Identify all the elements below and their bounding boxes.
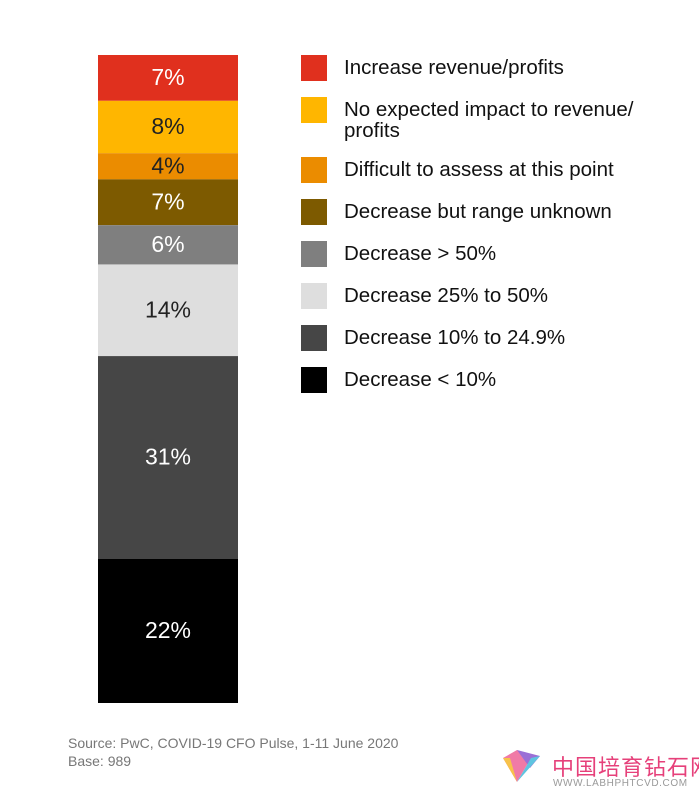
bar-segment <box>98 179 238 226</box>
legend-label: Decrease 25% to 50% <box>344 284 548 307</box>
legend-item: Decrease > 50% <box>301 241 691 267</box>
data-label: 14% <box>145 296 191 322</box>
legend-label: Decrease > 50% <box>344 242 497 265</box>
legend-swatch <box>301 97 327 123</box>
bar-segment <box>98 559 238 703</box>
legend-swatch <box>301 367 327 393</box>
data-label: 8% <box>151 113 184 139</box>
legend-swatch <box>301 157 327 183</box>
legend: Increase revenue/profits No expected impa… <box>301 55 691 393</box>
legend-item: Difficult to assess at this point <box>301 157 691 183</box>
legend-swatch <box>301 241 327 267</box>
legend-label: Decrease but range unknown <box>344 200 612 223</box>
legend-label: Difficult to assess at this point <box>344 158 614 181</box>
legend-swatch <box>301 55 327 81</box>
source-note: Source: PwC, COVID-19 CFO Pulse, 1-11 Ju… <box>68 735 399 751</box>
legend-item: No expected impact to revenue/ profits <box>301 97 691 141</box>
watermark-logo <box>503 750 540 782</box>
base-note: Base: 989 <box>68 753 132 769</box>
bar-segment <box>98 264 238 357</box>
bar-segment <box>98 225 238 265</box>
legend-item: Decrease 10% to 24.9% <box>301 325 691 351</box>
legend-swatch <box>301 325 327 351</box>
legend-item: Decrease < 10% <box>301 367 691 393</box>
legend-label: Increase revenue/profits <box>344 56 564 79</box>
legend-label: Decrease 10% to 24.9% <box>344 326 566 349</box>
data-label: 22% <box>145 617 191 643</box>
data-label: 7% <box>151 188 184 214</box>
legend-item: Decrease 25% to 50% <box>301 283 691 309</box>
legend-item: Increase revenue/profits <box>301 55 691 81</box>
legend-swatch <box>301 199 327 225</box>
watermark-url: WWW.LABHPHTCVD.COM <box>553 778 688 789</box>
bar-segment <box>98 100 238 154</box>
legend-label: Decrease < 10% <box>344 368 497 391</box>
data-label: 6% <box>151 231 184 257</box>
data-label: 31% <box>145 444 191 470</box>
legend-swatch <box>301 283 327 309</box>
bar-segment <box>98 153 238 180</box>
legend-item: Decrease but range unknown <box>301 199 691 225</box>
data-label: 4% <box>151 152 184 178</box>
bar-segment <box>98 55 238 101</box>
watermark-title: 中国培育钻石网 <box>552 755 699 780</box>
legend-label: No expected impact to revenue/ profits <box>344 98 634 142</box>
bar-segment <box>98 356 238 559</box>
data-label: 7% <box>151 64 184 90</box>
